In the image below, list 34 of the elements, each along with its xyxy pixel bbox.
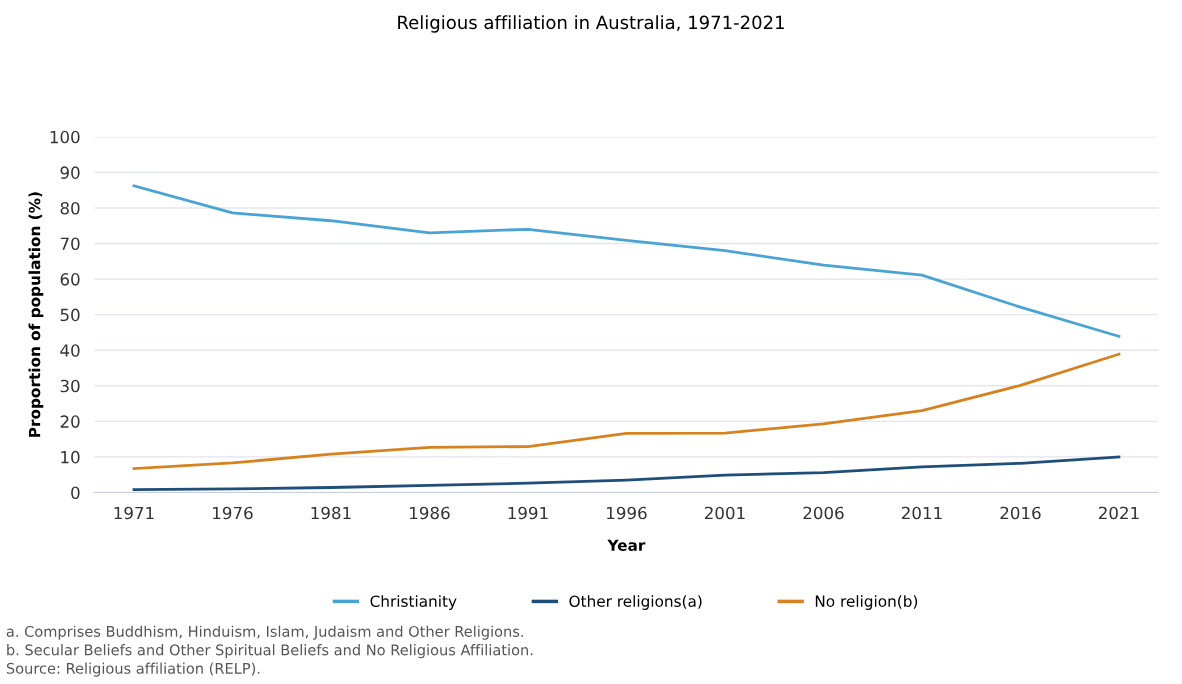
y-tick-label: 10 — [61, 450, 80, 464]
line-series — [132, 455, 1121, 492]
y-tick-label: 40 — [60, 344, 80, 357]
y-tick-label: 100 — [50, 130, 80, 144]
x-tick-label: 1986 — [410, 506, 450, 520]
source-note: Source: Religious affiliation (RELP). — [6, 662, 260, 677]
y-tick-label: 50 — [60, 308, 80, 322]
y-axis-title: Proportion of population (%) — [28, 192, 44, 437]
x-tick-label: 2011 — [901, 506, 942, 520]
x-tick-label: 1971 — [114, 506, 154, 520]
y-tick-label: 70 — [60, 237, 80, 251]
legend-label: Other religions(a) — [569, 595, 702, 610]
y-tick-label: 20 — [60, 415, 80, 428]
legend-label: No religion(b) — [815, 595, 918, 610]
y-tick-label: 30 — [60, 379, 80, 393]
x-axis-title: Year — [607, 539, 646, 551]
x-tick-label: 1991 — [508, 506, 548, 520]
x-tick-label: 1976 — [213, 506, 253, 520]
chart-title: Religious affiliation in Australia, 1971-2021 — [398, 15, 784, 33]
y-tick-label: 90 — [60, 166, 80, 179]
x-tick-label: 2016 — [1000, 506, 1041, 520]
x-tick-label: 2006 — [803, 506, 844, 520]
y-tick-label: 60 — [60, 273, 80, 286]
text: a. Comprises Buddhism, Hinduism, Islam, Judaism and Other Religions. — [6, 625, 523, 640]
y-tick-label: 0 — [71, 486, 80, 500]
text: b. Secular Beliefs and Other Spiritual Beliefs and No Religious Affiliation. — [7, 644, 533, 659]
x-tick-label: 1996 — [607, 506, 647, 520]
x-tick-label: 2021 — [1098, 506, 1139, 520]
y-tick-label: 80 — [60, 201, 80, 215]
x-tick-label: 1981 — [311, 506, 351, 520]
line-series — [132, 184, 1121, 338]
x-tick-label: 2001 — [704, 506, 745, 520]
legend-label: Christianity — [370, 595, 457, 610]
line-series — [132, 352, 1121, 471]
